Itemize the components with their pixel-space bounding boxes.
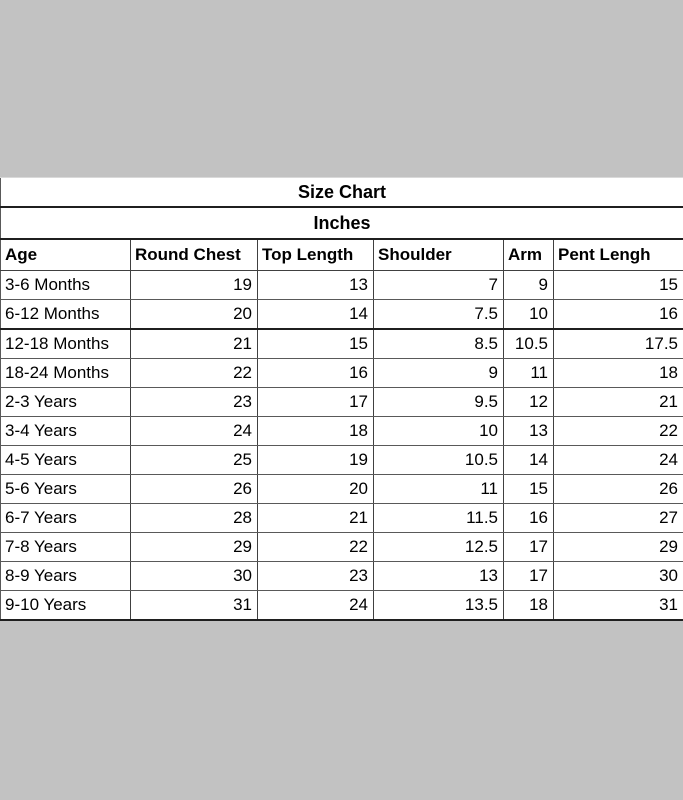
value-cell: 12 — [503, 387, 554, 417]
col-header-top-length: Top Length — [257, 239, 374, 271]
value-cell: 27 — [553, 503, 683, 533]
age-cell: 3-4 Years — [0, 416, 131, 446]
value-cell: 11 — [373, 474, 504, 504]
value-cell: 12.5 — [373, 532, 504, 562]
value-cell: 11.5 — [373, 503, 504, 533]
header-row: Age Round Chest Top Length Shoulder Arm … — [0, 239, 683, 271]
value-cell: 20 — [257, 474, 374, 504]
value-cell: 10.5 — [373, 445, 504, 475]
value-cell: 22 — [553, 416, 683, 446]
table-row: 8-9 Years 30 23 13 17 30 — [0, 561, 683, 591]
value-cell: 30 — [553, 561, 683, 591]
col-header-pent-length: Pent Lengh — [553, 239, 683, 271]
table-row: 6-12 Months 20 14 7.5 10 16 — [0, 299, 683, 330]
value-cell: 16 — [257, 358, 374, 388]
age-cell: 8-9 Years — [0, 561, 131, 591]
age-cell: 7-8 Years — [0, 532, 131, 562]
value-cell: 31 — [659, 595, 678, 614]
value-cell: 14 — [503, 445, 554, 475]
title-row: Size Chart — [0, 177, 683, 208]
value-cell: 15 — [553, 270, 683, 300]
value-cell: 31 — [130, 590, 258, 620]
col-header-round-chest: Round Chest — [130, 239, 258, 271]
value-cell: 13.5 — [373, 590, 504, 620]
age-cell: 5-6 Years — [0, 474, 131, 504]
value-cell: 13 — [257, 270, 374, 300]
age-cell: 9-10 Years — [0, 590, 131, 620]
age-cell: 3-6 Months — [0, 270, 131, 300]
age-cell: 12-18 Months — [0, 328, 131, 359]
value-cell: 23 — [257, 561, 374, 591]
table-row: 2-3 Years 23 17 9.5 12 21 — [0, 387, 683, 417]
value-cell: 23 — [130, 387, 258, 417]
value-cell: 9 — [503, 270, 554, 300]
value-cell: 9 — [373, 358, 504, 388]
value-cell: 15 — [503, 474, 554, 504]
value-cell: 21 — [130, 328, 258, 359]
col-header-age: Age — [0, 239, 131, 271]
table-row: 18-24 Months 22 16 9 11 18 — [0, 358, 683, 388]
table-row: 7-8 Years 29 22 12.5 17 29 — [0, 532, 683, 562]
value-cell: 19 — [130, 270, 258, 300]
value-cell: 29 — [130, 532, 258, 562]
value-cell: 7 — [373, 270, 504, 300]
value-cell: 24 — [553, 445, 683, 475]
col-header-arm: Arm — [503, 239, 554, 271]
table-row: 12-18 Months 21 15 8.5 10.5 17.5 — [0, 328, 683, 359]
value-cell: 21 — [553, 387, 683, 417]
value-cell: 18 — [503, 590, 554, 620]
value-cell: 17 — [257, 387, 374, 417]
age-cell: 2-3 Years — [0, 387, 131, 417]
subtitle-row: Inches — [0, 207, 683, 240]
table-row: 6-7 Years 28 21 11.5 16 27 — [0, 503, 683, 533]
value-cell: 24 — [257, 590, 374, 620]
table-row: 3-6 Months 19 13 7 9 15 — [0, 270, 683, 300]
table-row: 9-10 Years 31 24 13.5 18 31 — [0, 590, 683, 620]
value-cell: 17 — [503, 561, 554, 591]
value-cell: 17 — [503, 532, 554, 562]
value-cell: 14 — [257, 299, 374, 330]
value-cell: 10 — [373, 416, 504, 446]
value-cell: 26 — [130, 474, 258, 504]
value-cell: 16 — [503, 503, 554, 533]
table-row: 3-4 Years 24 18 10 13 22 — [0, 416, 683, 446]
value-cell: 18 — [257, 416, 374, 446]
table-row: 4-5 Years 25 19 10.5 14 24 — [0, 445, 683, 475]
value-cell: 13 — [503, 416, 554, 446]
age-cell: 4-5 Years — [0, 445, 131, 475]
unit-label: Inches — [0, 207, 683, 240]
value-cell: 22 — [257, 532, 374, 562]
value-cell: 24 — [130, 416, 258, 446]
age-cell: 6-12 Months — [0, 299, 131, 330]
value-cell: 7.5 — [373, 299, 504, 330]
table-body: 3-6 Months 19 13 7 9 15 6-12 Months 20 14 7.5 10 16… — [0, 270, 683, 620]
value-cell: 15 — [257, 328, 374, 359]
value-cell: 11 — [503, 358, 554, 388]
value-cell: 9.5 — [373, 387, 504, 417]
value-cell: 10 — [503, 299, 554, 330]
value-cell: 19 — [257, 445, 374, 475]
value-cell: 20 — [130, 299, 258, 330]
value-cell: 10.5 — [503, 328, 554, 359]
age-cell: 6-7 Years — [0, 503, 131, 533]
value-cell: 8.5 — [373, 328, 504, 359]
value-cell: 30 — [130, 561, 258, 591]
value-cell: 18 — [553, 358, 683, 388]
table-row: 5-6 Years 26 20 11 15 26 — [0, 474, 683, 504]
size-chart-table: Size Chart Inches Age Round Chest Top Le… — [0, 177, 683, 621]
value-cell: 29 — [553, 532, 683, 562]
value-cell: 28 — [130, 503, 258, 533]
value-cell: 22 — [130, 358, 258, 388]
value-cell: 13 — [373, 561, 504, 591]
value-cell: 16 — [553, 299, 683, 330]
value-cell: 25 — [130, 445, 258, 475]
table-title: Size Chart — [0, 177, 683, 208]
value-cell: 21 — [257, 503, 374, 533]
value-cell: 17.5 — [553, 328, 683, 359]
col-header-shoulder: Shoulder — [373, 239, 504, 271]
age-cell: 18-24 Months — [0, 358, 131, 388]
value-cell: 26 — [553, 474, 683, 504]
